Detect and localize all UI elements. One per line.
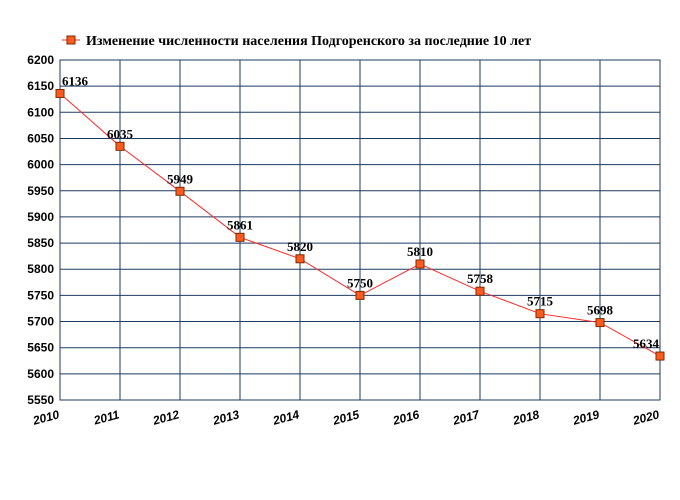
- y-tick-label: 6000: [27, 158, 54, 172]
- x-tick-label: 2019: [570, 407, 601, 428]
- x-tick-label: 2016: [390, 407, 421, 428]
- data-point-marker: [295, 254, 305, 264]
- y-tick-label: 6200: [27, 53, 54, 67]
- legend-label: Изменение численности населения Подгорен…: [86, 34, 531, 49]
- y-tick-label: 5900: [27, 210, 54, 224]
- data-label: 6035: [107, 126, 134, 141]
- plot-border: [59, 59, 661, 401]
- data-point-marker: [175, 186, 185, 196]
- x-tick-label: 2017: [450, 407, 482, 428]
- y-tick-label: 5800: [27, 262, 54, 276]
- y-tick-label: 5650: [27, 341, 54, 355]
- y-tick-label: 6050: [27, 131, 54, 145]
- y-tick-label: 5550: [27, 393, 54, 407]
- legend: Изменение численности населения Подгорен…: [62, 34, 531, 49]
- x-tick-label: 2020: [630, 407, 661, 428]
- data-label: 5861: [227, 217, 253, 232]
- x-tick-label: 2014: [270, 407, 301, 428]
- data-label: 5949: [167, 171, 194, 186]
- data-point-marker: [355, 290, 365, 300]
- data-point-marker: [415, 259, 425, 269]
- y-tick-label: 5750: [27, 288, 54, 302]
- data-label: 5750: [347, 275, 373, 290]
- x-tick-label: 2011: [91, 407, 121, 428]
- data-label: 5810: [407, 244, 433, 259]
- x-tick-label: 2013: [210, 407, 241, 428]
- data-point-marker: [55, 88, 65, 98]
- data-label: 5634: [633, 336, 660, 351]
- y-tick-label: 5600: [27, 367, 54, 381]
- data-point-marker: [595, 318, 605, 328]
- x-tick-label: 2015: [330, 407, 361, 428]
- legend-marker-swatch: [66, 35, 76, 45]
- data-label: 5715: [527, 294, 554, 309]
- x-tick-label: 2010: [30, 407, 61, 428]
- y-tick-label: 5700: [27, 315, 54, 329]
- y-axis-ticks: 5550 5600 5650 5700 5750 5800 5850 5900 5950 6000…: [27, 53, 54, 407]
- data-label: 6136: [62, 73, 89, 88]
- y-tick-label: 6100: [27, 105, 54, 119]
- data-point-marker: [235, 232, 245, 242]
- data-label: 5698: [587, 303, 614, 318]
- data-label: 5758: [467, 271, 494, 286]
- series-line-group: [55, 88, 665, 361]
- data-point-marker: [115, 141, 125, 151]
- data-label: 5820: [287, 239, 313, 254]
- y-tick-label: 5850: [27, 236, 54, 250]
- y-tick-label: 6150: [27, 79, 54, 93]
- data-point-marker: [475, 286, 485, 296]
- x-axis-ticks: 2010 2011 2012 2013 2014 2015 2016 2017 2018 2019…: [30, 407, 661, 428]
- x-tick-label: 2012: [150, 407, 181, 428]
- data-point-marker: [655, 351, 665, 361]
- x-tick-label: 2018: [510, 407, 541, 428]
- data-labels: 6136 6035 5949 5861 5820 5750 5810 5758 5715 5698…: [62, 73, 660, 351]
- grid-lines: [59, 59, 661, 401]
- data-point-marker: [535, 309, 545, 319]
- y-tick-label: 5950: [27, 184, 54, 198]
